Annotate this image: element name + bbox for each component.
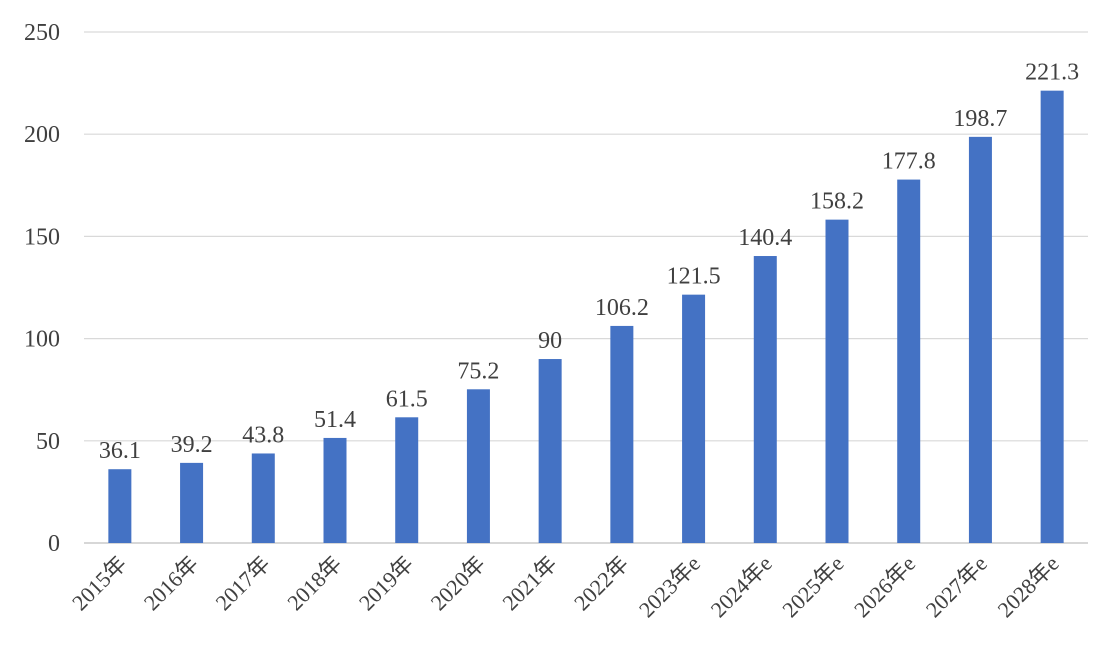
data-label: 177.8 [882, 149, 936, 175]
bar [1040, 90, 1064, 543]
data-labels: 36.1 39.2 43.8 51.4 61.5 75.2 90 106.2 121.5 140.… [99, 60, 1079, 465]
x-tick-label: 2022年 [569, 551, 633, 615]
y-tick-label: 250 [24, 20, 60, 46]
x-tick-label: 2020年 [426, 551, 490, 615]
y-tick-label: 50 [36, 429, 60, 455]
x-tick-label: 2015年 [67, 551, 131, 615]
bar [323, 437, 347, 543]
bar [108, 469, 132, 543]
bar [825, 219, 849, 543]
x-tick-label: 2019年 [354, 551, 418, 615]
bar [251, 453, 275, 543]
data-label: 198.7 [953, 106, 1007, 132]
data-label: 43.8 [242, 422, 284, 448]
y-axis-ticks: 0 50 100 150 200 250 [24, 20, 60, 557]
bar [968, 136, 992, 544]
x-tick-label: 2025年e [777, 551, 848, 622]
y-tick-label: 0 [48, 531, 60, 557]
x-tick-label: 2026年e [849, 551, 920, 622]
x-tick-label: 2027年e [921, 551, 992, 622]
bar [753, 256, 777, 543]
x-tick-label: 2016年 [139, 551, 203, 615]
x-tick-label: 2023年e [634, 551, 705, 622]
data-label: 221.3 [1025, 60, 1079, 86]
y-tick-label: 150 [24, 224, 60, 250]
bar [466, 389, 490, 543]
bar [682, 294, 706, 543]
x-tick-label: 2018年 [282, 551, 346, 615]
gridlines [84, 31, 1088, 544]
data-label: 90 [538, 328, 562, 354]
data-label: 121.5 [667, 264, 721, 290]
data-label: 39.2 [171, 432, 213, 458]
y-tick-label: 200 [24, 122, 60, 148]
bars [108, 90, 1064, 544]
bar [897, 179, 921, 544]
x-tick-label: 2028年e [992, 551, 1063, 622]
data-label: 106.2 [595, 295, 649, 321]
x-axis-ticks: 2015年 2016年 2017年 2018年 2019年 2020年 2021年 2022年… [67, 551, 1064, 622]
data-label: 61.5 [386, 386, 428, 412]
data-label: 36.1 [99, 438, 141, 464]
data-label: 51.4 [314, 407, 356, 433]
bar [610, 325, 634, 543]
data-label: 158.2 [810, 189, 864, 215]
x-tick-label: 2021年 [497, 551, 561, 615]
data-label: 140.4 [738, 225, 792, 251]
bar [538, 359, 562, 543]
bar [180, 462, 204, 543]
x-tick-label: 2024年e [706, 551, 777, 622]
bar [395, 417, 419, 543]
x-tick-label: 2017年 [210, 551, 274, 615]
data-label: 75.2 [457, 358, 499, 384]
y-tick-label: 100 [24, 327, 60, 353]
